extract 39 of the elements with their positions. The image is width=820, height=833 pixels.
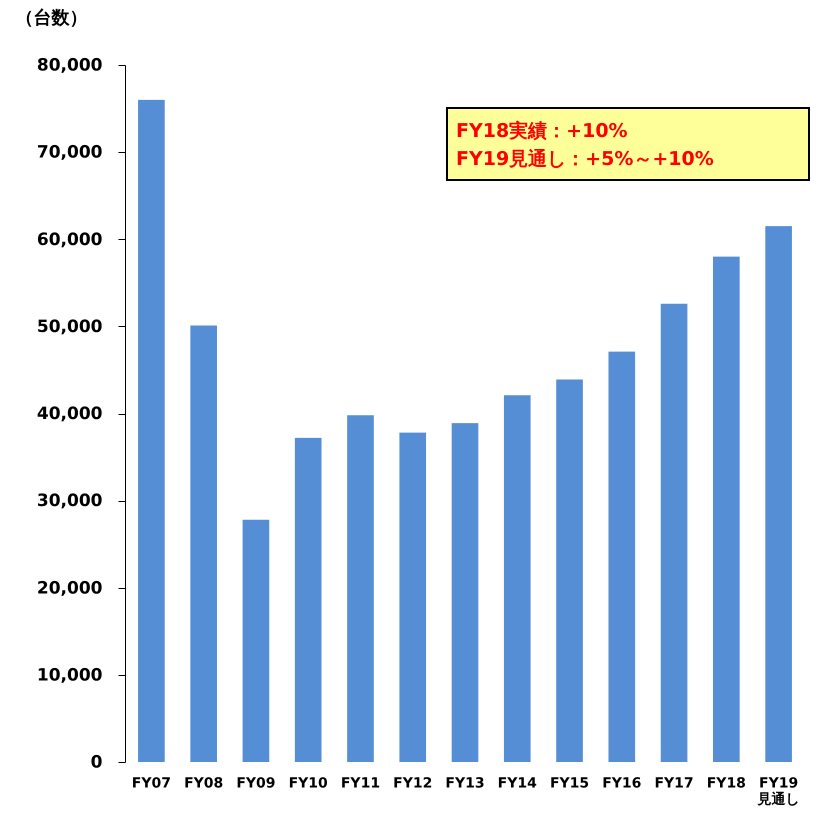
y-tick-label: 70,000 — [36, 142, 103, 163]
x-tick-label: FY08 — [184, 776, 224, 792]
x-tick-label: FY09 — [236, 776, 276, 792]
bar — [452, 423, 478, 762]
bar — [190, 326, 217, 762]
bar — [294, 438, 322, 762]
note-box: FY18実績：+10% FY19見通し：+5%～+10% — [446, 107, 810, 181]
y-axis-title: （台数） — [16, 8, 88, 28]
bar — [660, 304, 688, 762]
annotation: FY18実績：+10% — [456, 119, 629, 144]
y-tick-label: 30,000 — [36, 491, 103, 512]
bar — [556, 380, 583, 762]
x-tick-label: FY19 見通し — [756, 776, 800, 808]
bar — [399, 432, 426, 762]
x-tick-label: FY10 — [288, 776, 328, 792]
x-tick-label: FY13 — [445, 776, 485, 792]
annotation: FY19見通し：+5%～+10% — [456, 147, 715, 172]
bar — [608, 352, 636, 762]
bar — [504, 395, 531, 762]
x-tick-label: FY07 — [132, 776, 171, 792]
x-tick-label: FY18 — [706, 776, 746, 792]
y-tick-label: 0 — [90, 752, 103, 772]
x-tick-label: FY17 — [654, 776, 694, 792]
x-tick-label: FY12 — [393, 776, 432, 792]
x-tick-label: FY11 — [340, 776, 380, 792]
bar — [713, 256, 740, 762]
x-tick-label: FY16 — [602, 776, 642, 792]
bar — [242, 520, 270, 762]
bar — [138, 100, 165, 762]
y-tick-label: 50,000 — [36, 316, 103, 337]
y-tick-label: 10,000 — [36, 665, 103, 686]
bar — [765, 226, 792, 762]
y-tick-label: 40,000 — [36, 404, 103, 424]
x-tick-label: FY14 — [498, 776, 538, 792]
bar — [347, 415, 374, 762]
y-tick-label: 60,000 — [36, 230, 103, 250]
y-tick-label: 80,000 — [36, 56, 103, 76]
x-tick-label: FY15 — [550, 776, 590, 792]
y-tick-label: 20,000 — [36, 578, 103, 598]
